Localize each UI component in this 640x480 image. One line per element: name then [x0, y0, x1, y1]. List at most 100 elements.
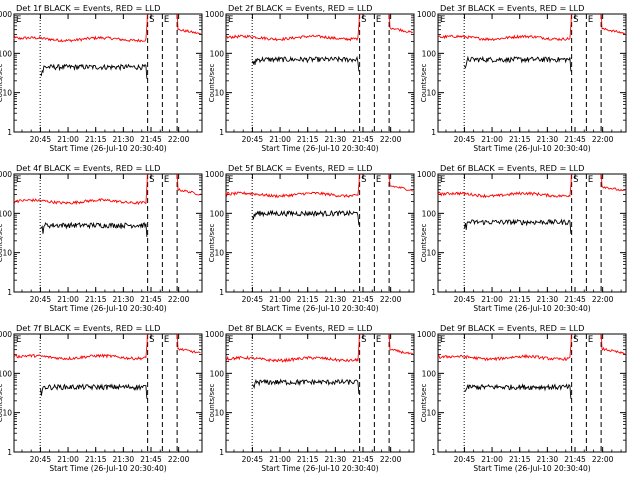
chart-title: Det 7f BLACK = Events, RED = LLD — [16, 323, 160, 333]
marker-label: S — [149, 335, 154, 345]
y-tick-label: 100 — [0, 49, 12, 58]
marker-label: S — [573, 175, 578, 185]
x-tick-label: 20:45 — [242, 135, 264, 144]
chart-panel-6: Det 6f BLACK = Events, RED = LLD 1 10 100 10… — [417, 163, 627, 313]
chart-panel-5: Det 5f BLACK = Events, RED = LLD 1 10 100 10… — [205, 163, 415, 313]
series-line-lld-tail — [388, 333, 413, 355]
series-line-lld-tail — [600, 333, 626, 356]
x-tick-label: 21:00 — [481, 455, 503, 464]
series-line-lld-tail — [176, 333, 201, 354]
chart-title: Det 4f BLACK = Events, RED = LLD — [16, 163, 160, 173]
x-axis-label: Start Time (26-Jul-10 20:30:40) — [49, 464, 166, 473]
x-tick-label: 20:45 — [242, 455, 264, 464]
marker-label: S — [361, 335, 366, 345]
series-line-lld — [225, 13, 360, 42]
plot-frame — [437, 333, 627, 453]
x-tick-label: 21:45 — [564, 455, 586, 464]
marker-label: E — [16, 15, 21, 25]
y-tick-label: 1 — [431, 128, 436, 137]
marker-label: E — [16, 175, 21, 185]
x-tick-label: 21:00 — [57, 455, 79, 464]
series-line-lld — [13, 333, 148, 361]
series-line-events — [252, 378, 360, 394]
y-tick-label: 1000 — [417, 330, 436, 339]
x-axis-label: Start Time (26-Jul-10 20:30:40) — [49, 144, 166, 153]
x-axis-label: Start Time (26-Jul-10 20:30:40) — [473, 464, 590, 473]
x-axis-label: Start Time (26-Jul-10 20:30:40) — [473, 144, 590, 153]
y-tick-label: 10 — [214, 249, 224, 258]
x-tick-label: 22:00 — [592, 135, 614, 144]
y-tick-label: 10 — [2, 89, 12, 98]
x-tick-label: 21:15 — [297, 295, 319, 304]
y-axis-label: Counts/sec — [420, 384, 428, 423]
marker-label: E — [376, 335, 381, 345]
x-tick-label: 21:30 — [113, 295, 135, 304]
x-tick-label: 21:15 — [509, 295, 531, 304]
y-tick-label: 1 — [219, 128, 224, 137]
y-tick-label: 100 — [422, 209, 437, 218]
series-line-events — [40, 383, 148, 399]
series-line-events — [464, 55, 572, 72]
y-tick-label: 10 — [2, 249, 12, 258]
marker-label: S — [573, 15, 578, 25]
y-tick-label: 1000 — [205, 170, 224, 179]
x-tick-label: 20:45 — [242, 295, 264, 304]
x-tick-label: 21:30 — [113, 455, 135, 464]
marker-label: E — [164, 15, 169, 25]
chart-panel-8: Det 8f BLACK = Events, RED = LLD 1 10 100 10… — [205, 323, 415, 473]
x-axis-label: Start Time (26-Jul-10 20:30:40) — [261, 464, 378, 473]
plot-frame — [225, 333, 415, 453]
x-tick-label: 21:15 — [85, 455, 107, 464]
y-tick-label: 100 — [422, 49, 437, 58]
x-tick-label: 21:15 — [509, 135, 531, 144]
marker-label: S — [361, 15, 366, 25]
y-tick-label: 10 — [426, 409, 436, 418]
x-tick-label: 21:15 — [85, 295, 107, 304]
x-tick-label: 21:30 — [325, 455, 347, 464]
y-tick-label: 1 — [431, 448, 436, 457]
marker-label: E — [164, 175, 169, 185]
marker-label: S — [149, 15, 154, 25]
y-tick-label: 1 — [431, 288, 436, 297]
series-line-lld — [437, 173, 572, 199]
marker-label: E — [228, 175, 233, 185]
x-tick-label: 21:00 — [57, 135, 79, 144]
y-tick-label: 10 — [2, 409, 12, 418]
x-axis-label: Start Time (26-Jul-10 20:30:40) — [261, 144, 378, 153]
series-line-lld — [225, 173, 360, 199]
x-tick-label: 20:45 — [454, 295, 476, 304]
x-tick-label: 21:45 — [352, 135, 374, 144]
chart-title: Det 6f BLACK = Events, RED = LLD — [440, 163, 584, 173]
marker-label: S — [149, 175, 154, 185]
x-tick-label: 22:00 — [168, 455, 190, 464]
marker-label: E — [376, 15, 381, 25]
marker-label: E — [440, 15, 445, 25]
series-line-lld — [13, 13, 148, 43]
x-tick-label: 22:00 — [168, 135, 190, 144]
y-axis-label: Counts/sec — [0, 64, 4, 103]
series-line-events — [464, 218, 572, 234]
y-tick-label: 10 — [426, 89, 436, 98]
y-axis-label: Counts/sec — [0, 224, 4, 263]
marker-label: S — [573, 335, 578, 345]
y-tick-label: 10 — [426, 249, 436, 258]
chart-panel-1: Det 1f BLACK = Events, RED = LLD 1 10 100 10… — [0, 3, 203, 153]
x-tick-label: 21:00 — [57, 295, 79, 304]
marker-label: E — [164, 335, 169, 345]
plot-frame — [225, 173, 415, 293]
marker-label: S — [361, 175, 366, 185]
x-tick-label: 20:45 — [30, 455, 52, 464]
x-tick-label: 21:30 — [325, 135, 347, 144]
chart-title: Det 3f BLACK = Events, RED = LLD — [440, 3, 584, 13]
x-tick-label: 21:30 — [537, 455, 559, 464]
x-tick-label: 20:45 — [454, 455, 476, 464]
y-axis-label: Counts/sec — [208, 64, 216, 103]
series-line-lld-tail — [600, 13, 626, 35]
chart-title: Det 2f BLACK = Events, RED = LLD — [228, 3, 372, 13]
x-tick-label: 20:45 — [454, 135, 476, 144]
series-line-events — [40, 221, 148, 238]
chart-panel-9: Det 9f BLACK = Events, RED = LLD 1 10 100 10… — [417, 323, 627, 473]
x-axis-label: Start Time (26-Jul-10 20:30:40) — [49, 304, 166, 313]
y-tick-label: 10 — [214, 409, 224, 418]
